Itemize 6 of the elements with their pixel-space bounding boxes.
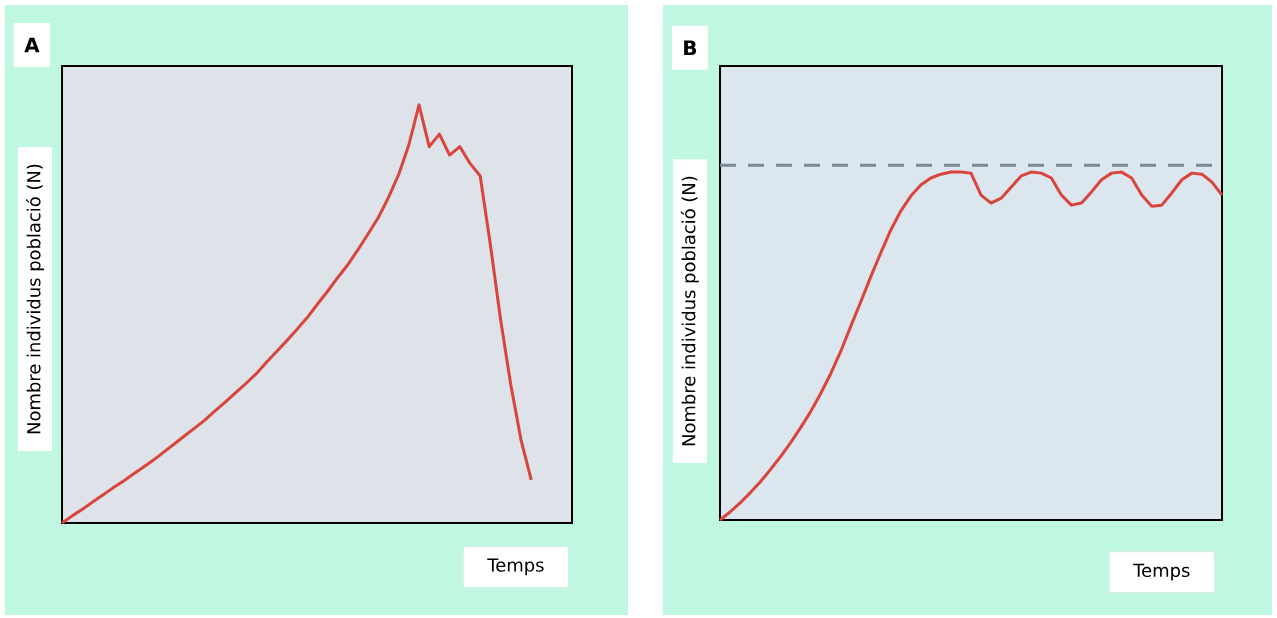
chart-title: A	[24, 37, 40, 53]
chart-title: B	[684, 40, 697, 56]
y-axis-title: Nombre individus població (N)	[25, 164, 45, 434]
x-axis-title: Temps	[1133, 563, 1190, 581]
y-axis-title: Nombre individus població (N)	[680, 176, 699, 446]
x-axis-title: Temps	[487, 558, 544, 576]
